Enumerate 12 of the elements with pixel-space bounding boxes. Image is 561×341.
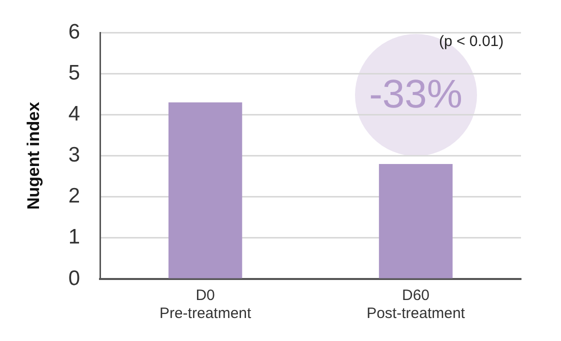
x-tick-label: D60 Post-treatment (366, 287, 466, 322)
y-axis-title: Nugent index (24, 101, 43, 210)
y-tick-label: 2 (68, 184, 80, 208)
annotation: -33% (369, 72, 462, 118)
y-tick-label: 0 (68, 266, 80, 290)
y-tick-label: 5 (68, 61, 80, 84)
y-tick-label: 6 (68, 20, 80, 44)
y-tick-label: 1 (68, 226, 80, 249)
annotation: (p < 0.01) (439, 32, 504, 50)
x-tick-label: D0 Pre-treatment (159, 287, 252, 322)
y-tick-label: 3 (68, 144, 80, 167)
y-tick-label: 4 (68, 102, 80, 126)
